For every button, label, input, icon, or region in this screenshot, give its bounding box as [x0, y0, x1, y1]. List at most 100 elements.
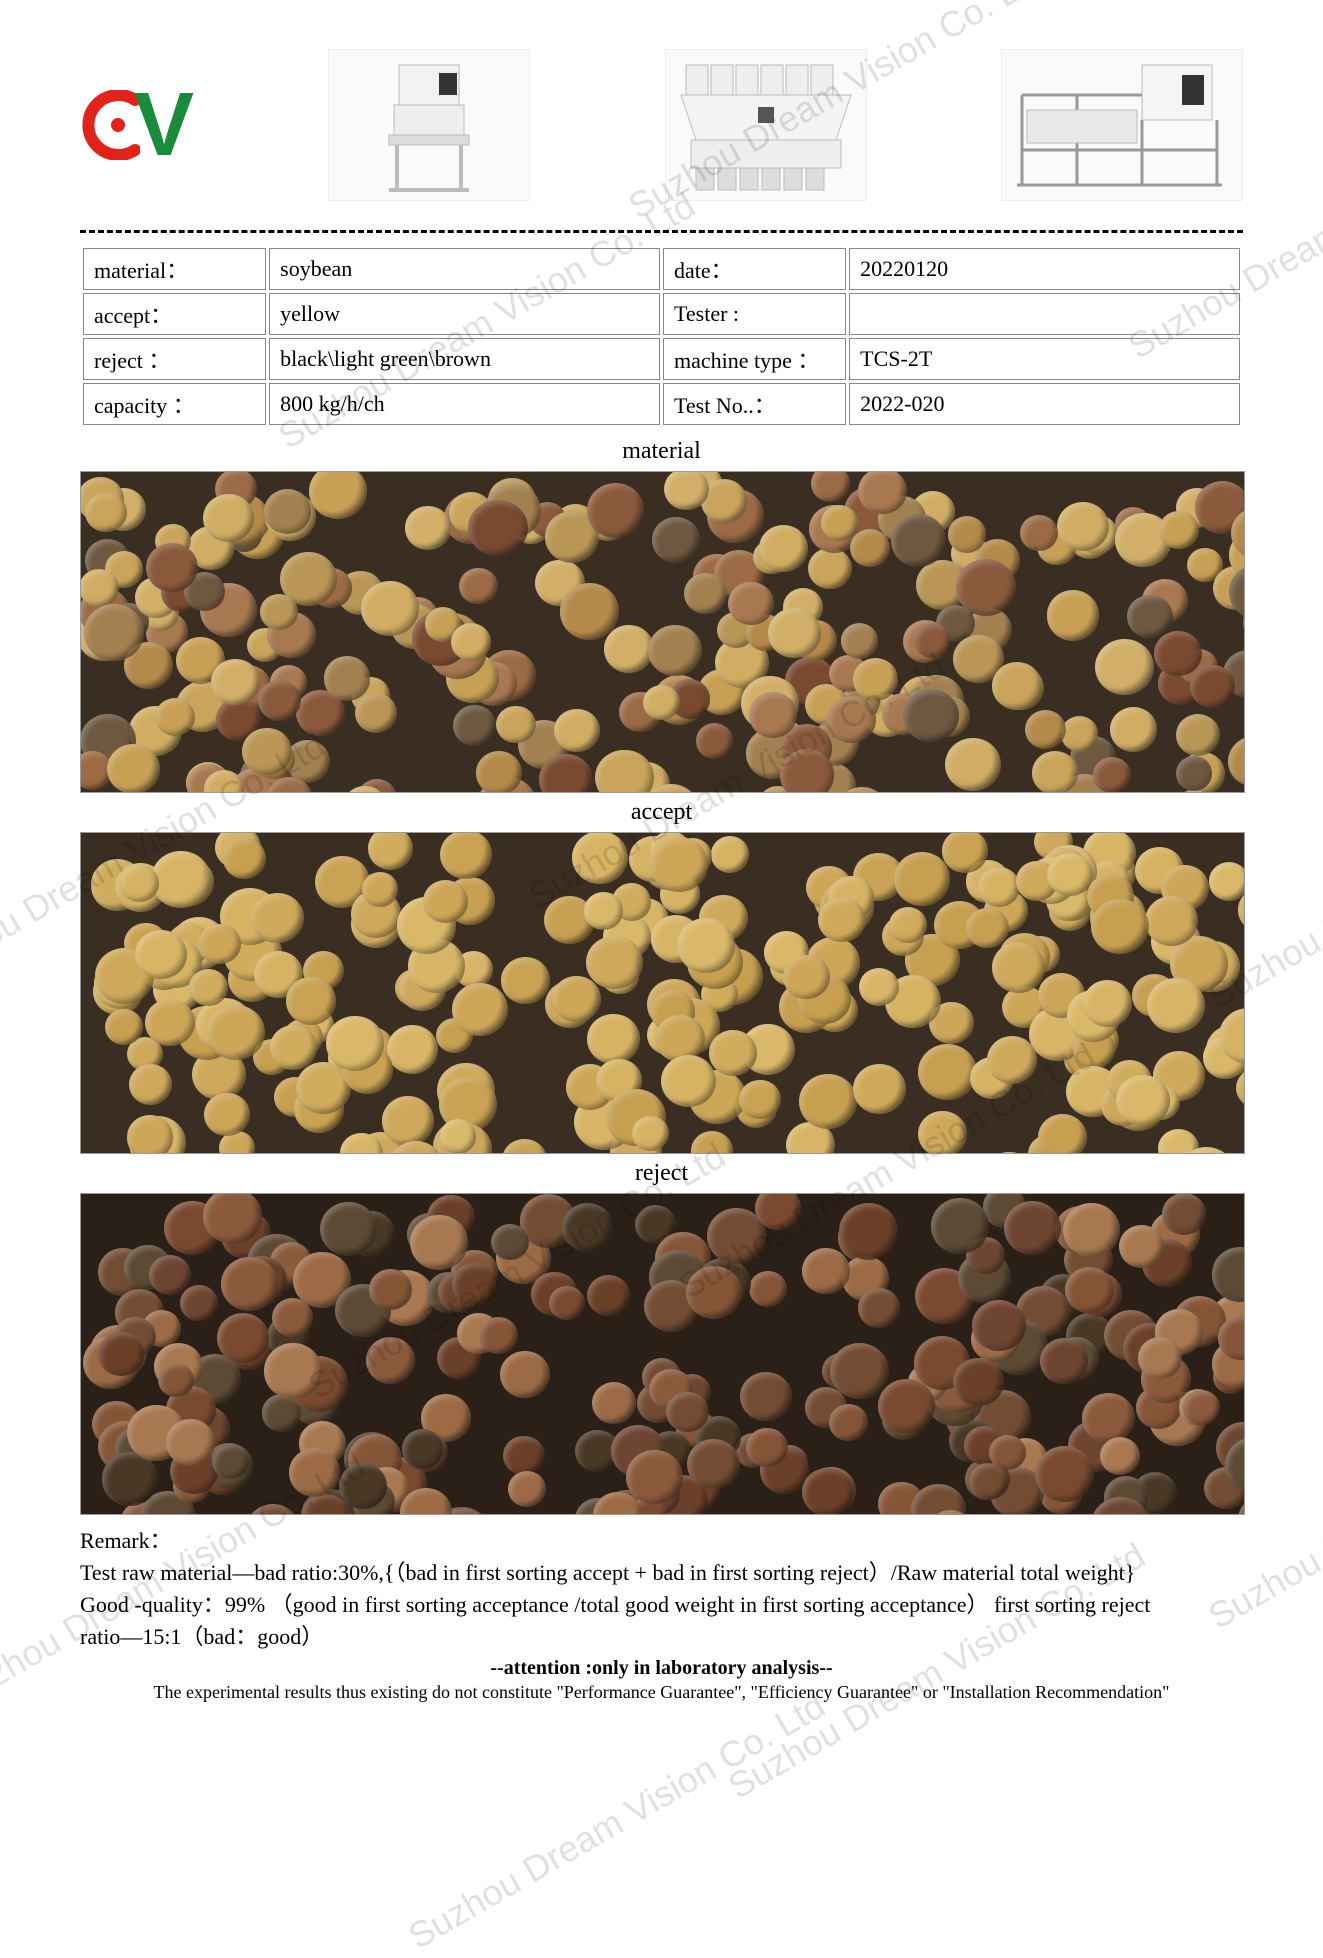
bean-icon	[967, 792, 1010, 793]
bean-icon	[496, 706, 535, 743]
bean-icon	[914, 623, 950, 658]
bean-icon	[1091, 899, 1149, 954]
bean-icon	[918, 1111, 966, 1154]
bean-icon	[1020, 515, 1058, 551]
bean-icon	[289, 1448, 340, 1497]
logo: V	[80, 74, 194, 177]
bean-icon	[423, 880, 468, 923]
bean-icon	[687, 1439, 739, 1489]
info-label: accept：	[83, 293, 266, 335]
bean-icon	[85, 493, 127, 533]
bean-icon	[468, 500, 528, 557]
bean-icon	[221, 1257, 278, 1311]
bean-icon	[84, 604, 143, 661]
bean-icon	[459, 568, 498, 605]
info-row: material：soybeandate：20220120	[83, 248, 1240, 290]
bean-icon	[1228, 736, 1245, 787]
bean-icon	[366, 1337, 415, 1384]
info-label: reject ：	[83, 338, 266, 380]
bean-icon	[355, 693, 397, 733]
bean-icon	[1095, 639, 1154, 695]
bean-icon	[503, 1436, 545, 1476]
bean-icon	[684, 573, 728, 615]
bean-icon	[961, 1153, 1014, 1154]
bean-icon	[992, 662, 1043, 710]
bean-icon	[491, 1224, 529, 1260]
bean-icon	[643, 685, 680, 720]
bean-icon	[827, 696, 876, 743]
bean-icon	[508, 1471, 546, 1507]
bean-icon	[740, 1372, 792, 1422]
bean-icon	[1047, 590, 1100, 640]
bean-icon	[604, 625, 655, 673]
bean-icon	[841, 623, 879, 659]
bean-icon	[966, 908, 1008, 948]
bean-icon	[1119, 1225, 1164, 1268]
bean-icon	[972, 1300, 1026, 1351]
bean-icon	[686, 1266, 742, 1319]
header-row: V	[80, 40, 1243, 210]
bean-icon	[189, 969, 228, 1006]
bean-icon	[402, 1429, 444, 1469]
bean-icon	[500, 1351, 550, 1399]
bean-icon	[931, 1198, 989, 1254]
bean-icon	[711, 836, 749, 872]
bean-icon	[501, 957, 550, 1004]
bean-icon	[1183, 1390, 1220, 1425]
bean-icon	[802, 1468, 853, 1515]
bean-icon	[1100, 1437, 1140, 1475]
bean-icon	[594, 1514, 647, 1515]
bean-icon	[783, 955, 830, 999]
bean-icon	[107, 744, 160, 793]
bean-icon	[320, 1202, 377, 1256]
bean-icon	[818, 898, 865, 943]
bean-icon	[452, 1263, 496, 1305]
bean-icon	[387, 1025, 439, 1074]
bean-icon	[554, 709, 600, 752]
bean-icon	[652, 517, 700, 563]
remark-heading: Remark：	[80, 1528, 172, 1553]
bean-icon	[127, 1115, 174, 1154]
bean-icon	[264, 1343, 322, 1398]
bean-icon	[587, 1275, 630, 1316]
bean-icon	[258, 680, 302, 721]
info-label: machine type ：	[663, 338, 846, 380]
bean-icon	[129, 1064, 172, 1105]
info-label: Test No..：	[663, 383, 846, 425]
bean-icon	[158, 1363, 194, 1397]
bean-icon	[1162, 1193, 1206, 1235]
info-label: date：	[663, 248, 846, 290]
bean-icon	[135, 930, 187, 979]
bean-icon	[1209, 862, 1245, 900]
sample-image-reject	[80, 1193, 1245, 1515]
info-label: material：	[83, 248, 266, 290]
bean-icon	[839, 1203, 898, 1259]
bean-icon	[632, 1116, 669, 1151]
bean-icon	[203, 494, 254, 543]
bean-icon	[223, 838, 266, 879]
bean-icon	[361, 581, 419, 636]
info-value: TCS-2T	[849, 338, 1240, 380]
bean-icon	[595, 1153, 645, 1154]
bean-icon	[1083, 980, 1132, 1027]
bean-icon	[286, 977, 336, 1025]
remark-block: Remark： Test raw material—bad ratio:30%,…	[80, 1525, 1243, 1653]
bean-icon	[677, 918, 735, 973]
bean-icon	[780, 749, 834, 793]
bean-icon	[626, 1450, 683, 1504]
bean-icon	[1159, 511, 1199, 549]
bean-icon	[452, 983, 507, 1036]
bean-icon	[180, 1285, 218, 1321]
bean-icon	[749, 1271, 787, 1307]
bean-icon	[264, 489, 311, 534]
bean-icon	[808, 548, 852, 589]
bean-icon	[894, 852, 950, 906]
bean-icon	[405, 506, 451, 550]
bean-icon	[339, 1463, 387, 1508]
bean-icon	[451, 623, 491, 661]
bean-icon	[368, 832, 413, 870]
bean-icon	[453, 705, 496, 746]
bean-icon	[811, 471, 850, 502]
bean-icon	[709, 1030, 757, 1076]
machine-image-1	[328, 49, 530, 201]
